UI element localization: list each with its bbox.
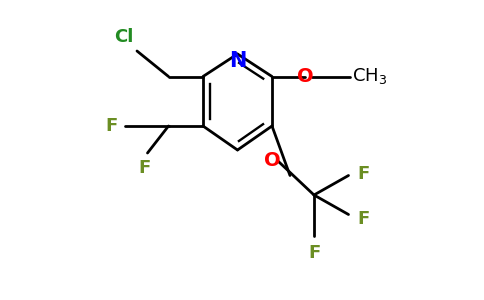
Text: F: F xyxy=(308,244,320,262)
Text: Cl: Cl xyxy=(115,28,134,46)
Text: F: F xyxy=(358,210,370,228)
Text: F: F xyxy=(105,117,118,135)
Text: O: O xyxy=(297,67,313,86)
Text: O: O xyxy=(264,151,280,170)
Text: N: N xyxy=(229,51,246,71)
Text: F: F xyxy=(358,165,370,183)
Text: CH$_3$: CH$_3$ xyxy=(351,67,387,86)
Text: F: F xyxy=(138,159,151,177)
